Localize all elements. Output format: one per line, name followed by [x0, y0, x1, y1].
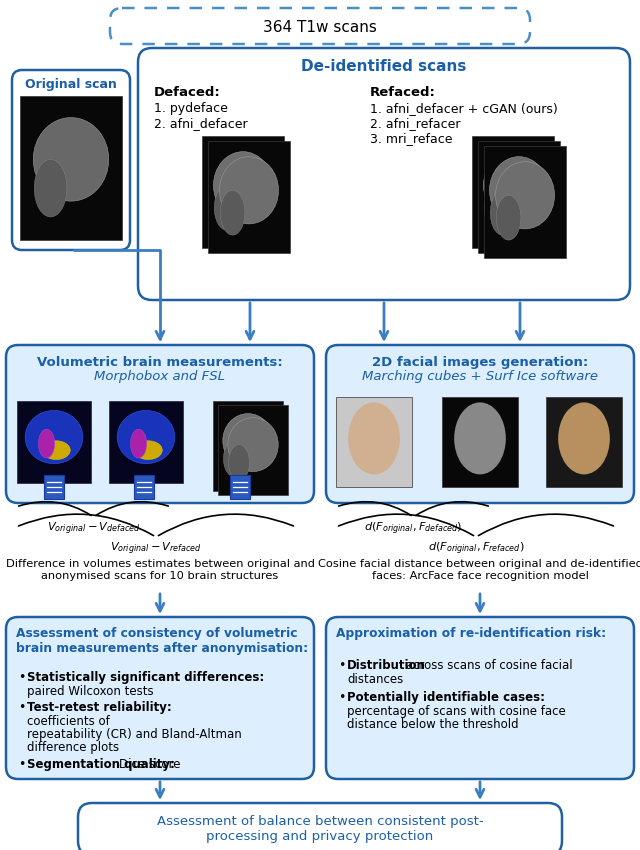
Ellipse shape: [134, 441, 163, 460]
Ellipse shape: [484, 185, 509, 230]
Text: 3. mri_reface: 3. mri_reface: [370, 132, 452, 145]
Ellipse shape: [348, 402, 400, 474]
Text: across scans of cosine facial: across scans of cosine facial: [402, 659, 573, 672]
Ellipse shape: [214, 185, 239, 230]
FancyBboxPatch shape: [109, 401, 183, 483]
Text: Approximation of re-identification risk:: Approximation of re-identification risk:: [336, 627, 606, 640]
Ellipse shape: [117, 411, 175, 464]
FancyBboxPatch shape: [134, 475, 154, 499]
Text: •: •: [338, 691, 346, 704]
Text: coefficients of: coefficients of: [27, 715, 109, 728]
Text: $d(F_{original}, F_{defaced})$: $d(F_{original}, F_{defaced})$: [364, 521, 463, 537]
Text: percentage of scans with cosine face: percentage of scans with cosine face: [347, 705, 566, 718]
Text: Test-retest reliability:: Test-retest reliability:: [27, 701, 172, 714]
Text: Defaced:: Defaced:: [154, 86, 221, 99]
Text: Difference in volumes estimates between original and
anonymised scans for 10 bra: Difference in volumes estimates between …: [6, 559, 314, 581]
Ellipse shape: [490, 156, 548, 224]
Ellipse shape: [220, 156, 278, 224]
Ellipse shape: [228, 417, 278, 472]
Text: Refaced:: Refaced:: [370, 86, 436, 99]
Text: Morphobox and FSL: Morphobox and FSL: [95, 370, 225, 382]
Text: $V_{original} - V_{defaced}$: $V_{original} - V_{defaced}$: [47, 521, 140, 537]
Ellipse shape: [223, 414, 273, 468]
Ellipse shape: [214, 151, 273, 219]
FancyBboxPatch shape: [110, 8, 530, 44]
Ellipse shape: [495, 162, 554, 229]
Text: $V_{original} - V_{refaced}$: $V_{original} - V_{refaced}$: [110, 541, 202, 558]
Ellipse shape: [454, 402, 506, 474]
Text: $d(F_{original}, F_{refaced})$: $d(F_{original}, F_{refaced})$: [428, 541, 524, 558]
Text: •: •: [338, 659, 346, 672]
Text: Assessment of balance between consistent post-
processing and privacy protection: Assessment of balance between consistent…: [157, 815, 483, 843]
Ellipse shape: [25, 411, 83, 464]
Text: distances: distances: [347, 673, 403, 686]
FancyBboxPatch shape: [336, 397, 412, 487]
FancyBboxPatch shape: [12, 70, 130, 250]
FancyBboxPatch shape: [230, 475, 250, 499]
Text: Volumetric brain measurements:: Volumetric brain measurements:: [37, 355, 283, 369]
FancyBboxPatch shape: [478, 141, 560, 253]
Text: •: •: [18, 758, 26, 771]
Text: Marching cubes + Surf Ice software: Marching cubes + Surf Ice software: [362, 370, 598, 382]
Text: Segmentation quality:: Segmentation quality:: [27, 758, 175, 771]
Ellipse shape: [38, 429, 55, 458]
Ellipse shape: [228, 445, 250, 480]
Text: distance below the threshold: distance below the threshold: [347, 718, 518, 731]
Ellipse shape: [496, 196, 521, 240]
Text: 1. pydeface: 1. pydeface: [154, 102, 228, 115]
FancyBboxPatch shape: [20, 96, 122, 240]
FancyBboxPatch shape: [472, 136, 554, 248]
FancyBboxPatch shape: [202, 136, 284, 248]
FancyBboxPatch shape: [6, 345, 314, 503]
FancyBboxPatch shape: [546, 397, 622, 487]
Text: difference plots: difference plots: [27, 741, 119, 754]
Text: Distribution: Distribution: [347, 659, 426, 672]
Ellipse shape: [483, 151, 543, 219]
Text: 2. afni_refacer: 2. afni_refacer: [370, 117, 461, 130]
Text: repeatability (CR) and Bland-Altman: repeatability (CR) and Bland-Altman: [27, 728, 242, 741]
FancyBboxPatch shape: [6, 617, 314, 779]
FancyBboxPatch shape: [484, 146, 566, 258]
Text: 2. afni_defacer: 2. afni_defacer: [154, 117, 248, 130]
Text: paired Wilcoxon tests: paired Wilcoxon tests: [27, 685, 154, 698]
FancyBboxPatch shape: [213, 401, 283, 491]
Text: Dice score: Dice score: [120, 758, 181, 771]
FancyBboxPatch shape: [17, 401, 91, 483]
FancyBboxPatch shape: [442, 397, 518, 487]
FancyBboxPatch shape: [138, 48, 630, 300]
FancyBboxPatch shape: [326, 345, 634, 503]
FancyBboxPatch shape: [44, 475, 64, 499]
Text: De-identified scans: De-identified scans: [301, 59, 467, 73]
Text: 364 T1w scans: 364 T1w scans: [263, 20, 377, 35]
Text: Assessment of consistency of volumetric
brain measurements after anonymisation:: Assessment of consistency of volumetric …: [16, 627, 308, 655]
FancyBboxPatch shape: [78, 803, 562, 850]
Text: Cosine facial distance between original and de-identified
faces: ArcFace face re: Cosine facial distance between original …: [317, 559, 640, 581]
Ellipse shape: [490, 190, 515, 235]
Ellipse shape: [33, 117, 109, 201]
Ellipse shape: [42, 441, 70, 460]
Text: Original scan: Original scan: [25, 77, 117, 90]
Text: 1. afni_defacer + cGAN (ours): 1. afni_defacer + cGAN (ours): [370, 102, 557, 115]
Text: •: •: [18, 701, 26, 714]
Text: Statistically significant differences:: Statistically significant differences:: [27, 671, 264, 684]
FancyBboxPatch shape: [208, 141, 290, 253]
Text: Potentially identifiable cases:: Potentially identifiable cases:: [347, 691, 545, 704]
Ellipse shape: [223, 440, 244, 477]
Ellipse shape: [131, 429, 147, 458]
Ellipse shape: [558, 402, 610, 474]
Ellipse shape: [220, 190, 245, 235]
Ellipse shape: [35, 159, 67, 217]
Text: 2D facial images generation:: 2D facial images generation:: [372, 355, 588, 369]
Text: •: •: [18, 671, 26, 684]
FancyBboxPatch shape: [218, 405, 288, 495]
FancyBboxPatch shape: [326, 617, 634, 779]
